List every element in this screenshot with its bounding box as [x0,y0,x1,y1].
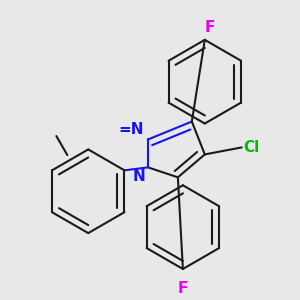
Text: =N: =N [118,122,144,137]
Text: N: N [132,169,145,184]
Text: F: F [178,281,188,296]
Text: Cl: Cl [244,140,260,155]
Text: F: F [205,20,215,35]
